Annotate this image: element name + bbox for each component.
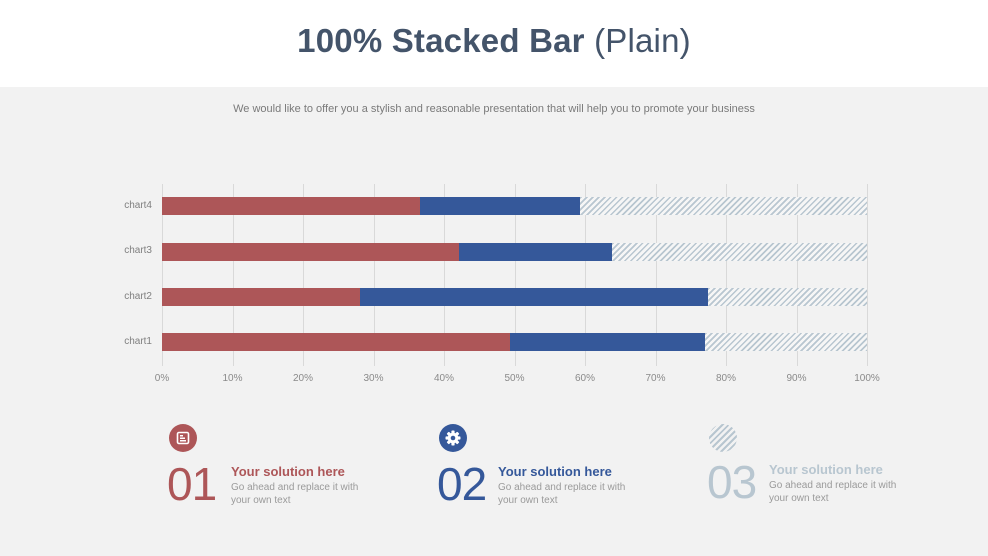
card-number: 03 xyxy=(707,456,757,508)
card-number: 01 xyxy=(167,458,217,510)
gridline xyxy=(444,184,445,366)
x-tick-label: 100% xyxy=(854,373,880,384)
hatched-circle-icon xyxy=(709,424,737,452)
bar-chart2 xyxy=(162,288,867,306)
segment-01 xyxy=(162,333,511,351)
gear-icon xyxy=(439,424,467,452)
card-heading: Your solution here xyxy=(231,464,345,479)
row-label-chart1: chart1 xyxy=(124,336,152,347)
title-bold: 100% Stacked Bar xyxy=(297,22,585,59)
plot-area xyxy=(162,184,868,366)
card-heading: Your solution here xyxy=(498,464,612,479)
gridline xyxy=(867,184,868,366)
card-number: 02 xyxy=(437,458,487,510)
card-text: Go ahead and replace it with your own te… xyxy=(498,482,626,506)
x-tick-label: 10% xyxy=(222,373,243,384)
x-tick-label: 80% xyxy=(715,373,736,384)
x-tick-label: 60% xyxy=(574,373,595,384)
x-tick-label: 90% xyxy=(786,373,807,384)
segment-03 xyxy=(704,333,867,351)
card-01: 01 Your solution here Go ahead and repla… xyxy=(167,424,409,514)
segment-01 xyxy=(162,243,459,261)
page-title: 100% Stacked Bar (Plain) xyxy=(0,22,988,60)
x-tick-label: 30% xyxy=(363,373,384,384)
gridline xyxy=(232,184,234,366)
x-tick-label: 70% xyxy=(645,373,666,384)
title-light: (Plain) xyxy=(584,22,691,59)
header-band: 100% Stacked Bar (Plain) xyxy=(0,0,988,87)
bar-chart3 xyxy=(162,243,867,261)
segment-03 xyxy=(580,197,867,215)
gridline xyxy=(373,184,375,366)
card-heading: Your solution here xyxy=(769,462,883,477)
segment-03 xyxy=(611,243,867,261)
gridline xyxy=(303,184,304,366)
gridline xyxy=(514,184,516,366)
row-label-chart4: chart4 xyxy=(124,200,152,211)
gridline xyxy=(796,184,798,366)
gridline xyxy=(655,184,657,366)
segment-02 xyxy=(458,243,612,261)
bar-chart4 xyxy=(162,197,867,215)
row-label-chart2: chart2 xyxy=(124,291,152,302)
gridline xyxy=(585,184,586,366)
segment-02 xyxy=(420,197,581,215)
segment-02 xyxy=(360,288,708,306)
x-tick-label: 40% xyxy=(433,373,454,384)
subtitle: We would like to offer you a stylish and… xyxy=(233,103,755,115)
segment-01 xyxy=(162,197,421,215)
x-tick-label: 20% xyxy=(292,373,313,384)
gridline xyxy=(726,184,727,366)
bar-chart1 xyxy=(162,333,867,351)
document-icon xyxy=(169,424,197,452)
row-label-chart3: chart3 xyxy=(124,245,152,256)
card-text: Go ahead and replace it with your own te… xyxy=(231,482,359,506)
x-tick-label: 0% xyxy=(154,373,170,384)
card-text: Go ahead and replace it with your own te… xyxy=(769,480,897,504)
card-02: 02 Your solution here Go ahead and repla… xyxy=(437,424,679,514)
x-tick-label: 50% xyxy=(504,373,525,384)
segment-03 xyxy=(707,288,867,306)
segment-02 xyxy=(510,333,705,351)
segment-01 xyxy=(162,288,361,306)
card-03: 03 Your solution here Go ahead and repla… xyxy=(707,424,949,514)
gridline xyxy=(162,184,163,366)
